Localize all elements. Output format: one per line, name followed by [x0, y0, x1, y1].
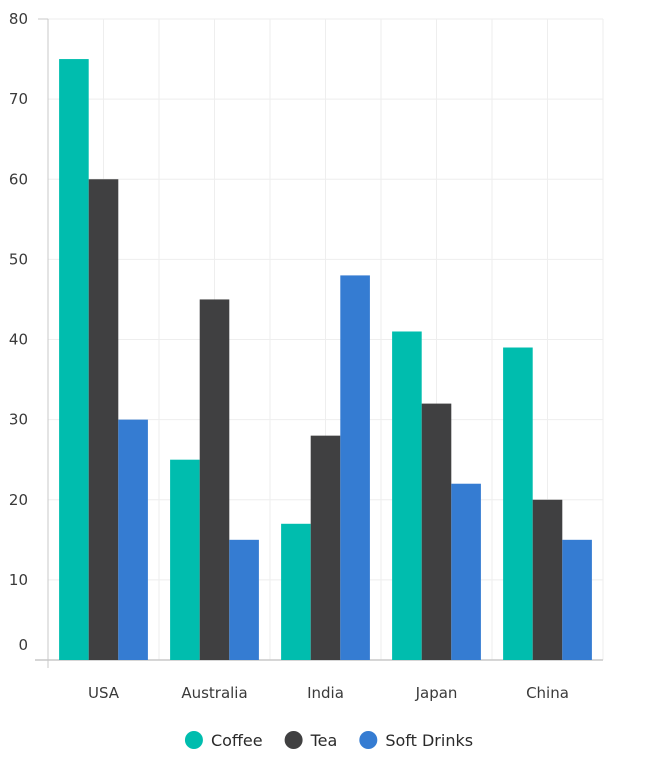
bar-coffee-china[interactable] — [503, 347, 533, 660]
y-tick-label: 60 — [9, 170, 28, 188]
legend: Coffee Tea Soft Drinks — [184, 731, 473, 750]
legend-item-coffee[interactable]: Coffee — [184, 731, 263, 750]
x-axis-tick-labels: USA Australia India Japan China — [88, 684, 569, 702]
y-tick-label: 10 — [9, 571, 28, 589]
bars — [59, 59, 592, 660]
x-tick-label: Japan — [415, 684, 458, 702]
bar-coffee-australia[interactable] — [170, 459, 200, 660]
x-tick-label: China — [526, 684, 569, 702]
bar-soft-drinks-australia[interactable] — [229, 539, 259, 660]
bar-tea-usa[interactable] — [88, 179, 119, 660]
bar-tea-japan[interactable] — [421, 403, 452, 660]
y-tick-label: 70 — [9, 90, 28, 108]
x-tick-label: USA — [88, 684, 120, 702]
legend-item-tea[interactable]: Tea — [284, 731, 338, 750]
bar-soft-drinks-china[interactable] — [562, 539, 592, 660]
x-tick-label: Australia — [181, 684, 247, 702]
bar-soft-drinks-japan[interactable] — [451, 483, 481, 660]
legend-marker — [284, 731, 303, 749]
y-axis-tick-labels: 0 10 20 30 40 50 60 70 80 — [9, 10, 28, 654]
bar-coffee-india[interactable] — [281, 523, 311, 660]
y-tick-label: 20 — [9, 491, 28, 509]
legend-item-soft-drinks[interactable]: Soft Drinks — [359, 731, 473, 750]
bar-tea-china[interactable] — [532, 499, 563, 660]
bar-tea-australia[interactable] — [199, 299, 230, 660]
legend-label: Soft Drinks — [385, 731, 473, 750]
y-tick-label: 0 — [18, 636, 28, 654]
y-tick-label: 80 — [9, 10, 28, 28]
legend-label: Tea — [310, 731, 338, 750]
y-tick-label: 40 — [9, 331, 28, 349]
bar-coffee-japan[interactable] — [392, 331, 422, 660]
y-tick-label: 30 — [9, 411, 28, 429]
y-tick-label: 50 — [9, 250, 28, 268]
bar-tea-india[interactable] — [310, 435, 341, 660]
bar-coffee-usa[interactable] — [59, 59, 89, 660]
bar-soft-drinks-usa[interactable] — [118, 419, 148, 660]
legend-marker — [359, 731, 378, 749]
bar-soft-drinks-india[interactable] — [340, 275, 370, 660]
x-tick-label: India — [307, 684, 344, 702]
legend-marker — [184, 731, 203, 749]
legend-label: Coffee — [211, 731, 263, 750]
